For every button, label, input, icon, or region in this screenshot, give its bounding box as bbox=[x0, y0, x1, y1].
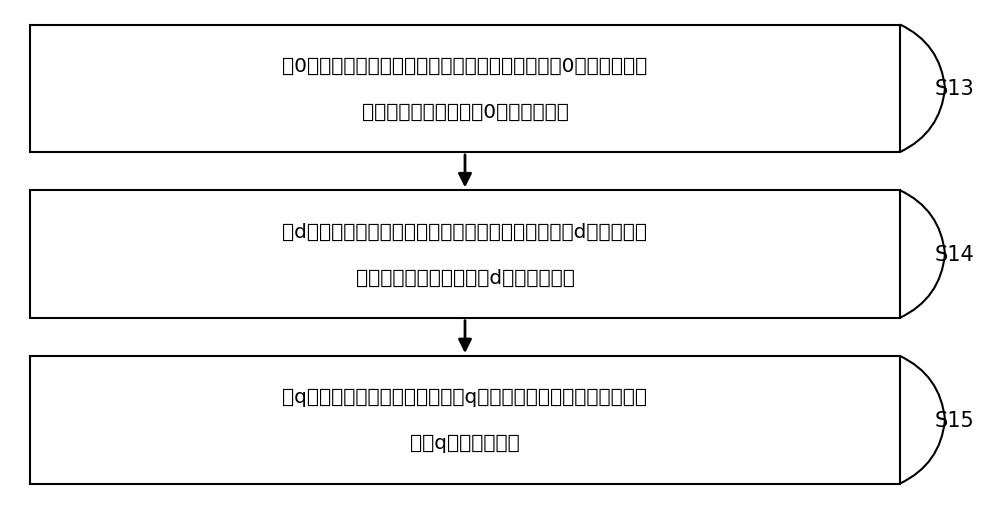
Text: 得出q轴电流误差值: 得出q轴电流误差值 bbox=[410, 433, 520, 453]
Text: 将0轴旋转坐标电感实时电流值、均压控制输出值和0轴旋转坐标指: 将0轴旋转坐标电感实时电流值、均压控制输出值和0轴旋转坐标指 bbox=[282, 56, 648, 76]
Text: 将d轴旋转坐标电感实时电流值、总电压控制输出值和d轴旋转坐标: 将d轴旋转坐标电感实时电流值、总电压控制输出值和d轴旋转坐标 bbox=[282, 222, 648, 241]
Text: S14: S14 bbox=[935, 244, 975, 265]
Text: 指令电流值进行运算得出d轴电流误差值: 指令电流值进行运算得出d轴电流误差值 bbox=[356, 268, 574, 287]
Bar bbox=[30, 356, 900, 484]
Text: S13: S13 bbox=[935, 79, 975, 99]
Text: 将q轴旋转坐标电感实时电流值和q轴旋转坐标指令电流值进行运算: 将q轴旋转坐标电感实时电流值和q轴旋转坐标指令电流值进行运算 bbox=[282, 387, 648, 407]
Bar bbox=[30, 191, 900, 318]
Text: S15: S15 bbox=[935, 410, 975, 430]
Text: 令电流值进行运算得出0轴电流误差值: 令电流值进行运算得出0轴电流误差值 bbox=[362, 102, 568, 122]
Bar bbox=[30, 25, 900, 153]
